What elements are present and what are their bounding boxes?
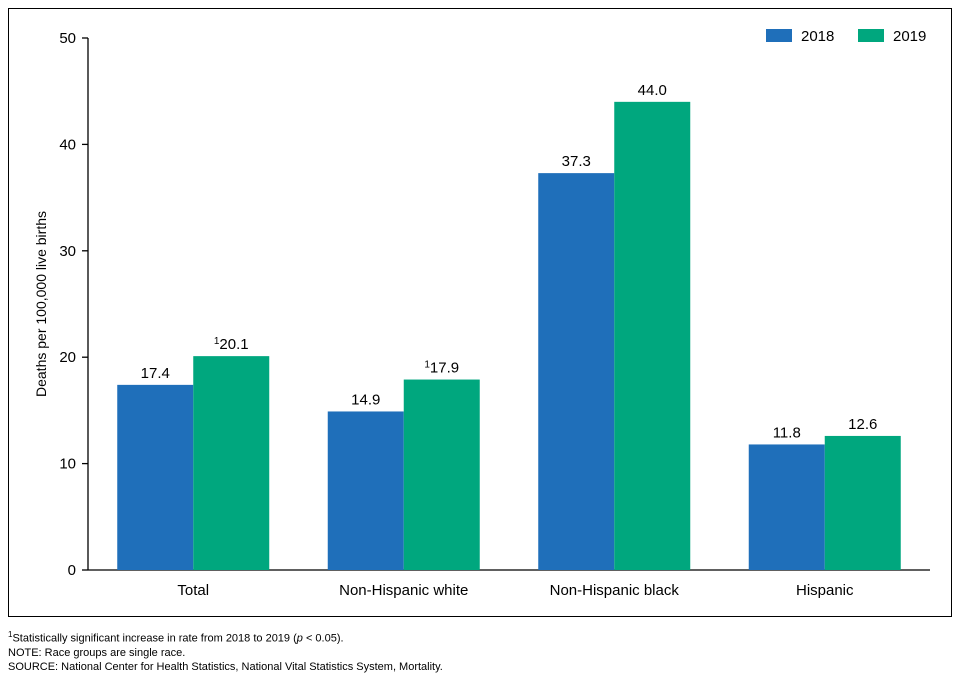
- legend-swatch-2018: [766, 29, 792, 42]
- data-label-2019-non-hispanic-white: 117.9: [424, 360, 459, 377]
- footnote-superscript: 1: [214, 336, 220, 347]
- y-tick-label: 50: [59, 30, 76, 47]
- y-axis-label: Deaths per 100,000 live births: [33, 211, 49, 397]
- data-label-2019-hispanic: 12.6: [848, 416, 877, 433]
- y-tick-label: 20: [59, 349, 76, 366]
- bar-2018-hispanic: [748, 444, 825, 570]
- footnote-mark: 1: [8, 630, 13, 639]
- bar-2019-non-hispanic-black: [614, 101, 691, 570]
- data-label-2019-total: 120.1: [214, 336, 249, 353]
- data-label-2018-total: 17.4: [141, 365, 170, 382]
- data-label-value: 20.1: [219, 336, 248, 353]
- legend-label-2019: 2019: [893, 28, 926, 45]
- footnotes: 1Statistically significant increase in r…: [8, 628, 443, 674]
- legend-label-2018: 2018: [801, 28, 834, 45]
- footnote-source: SOURCE: National Center for Health Stati…: [8, 660, 443, 673]
- footnote-significance: 1Statistically significant increase in r…: [8, 628, 443, 646]
- y-tick-label: 40: [59, 136, 76, 153]
- footnote-text-a: Statistically significant increase in ra…: [12, 632, 297, 645]
- footnote-text-b: < 0.05).: [302, 632, 344, 645]
- bar-2019-non-hispanic-white: [403, 379, 480, 570]
- bar-2019-hispanic: [824, 435, 901, 570]
- footnote-note: NOTE: Race groups are single race.: [8, 646, 186, 659]
- chart-frame: [8, 8, 952, 617]
- footnote-superscript: 1: [424, 360, 430, 371]
- legend-swatch-2019: [858, 29, 884, 42]
- data-label-2018-hispanic: 11.8: [773, 424, 801, 441]
- y-tick-label: 0: [68, 562, 76, 579]
- x-category-label: Non-Hispanic white: [339, 582, 468, 599]
- bar-2019-total: [193, 356, 270, 570]
- data-label-2018-non-hispanic-black: 37.3: [562, 153, 591, 170]
- bar-2018-non-hispanic-black: [538, 173, 615, 571]
- bar-2018-non-hispanic-white: [327, 411, 404, 570]
- data-label-2018-non-hispanic-white: 14.9: [351, 391, 380, 408]
- bar-2018-total: [117, 384, 194, 570]
- y-tick-label: 30: [59, 243, 76, 260]
- x-category-label: Hispanic: [796, 582, 854, 599]
- bar-chart: 0 10 20 30 40 50 Deaths per 100,000 live birth…: [33, 28, 930, 599]
- data-label-2019-non-hispanic-black: 44.0: [638, 82, 667, 99]
- x-category-label: Non-Hispanic black: [550, 582, 680, 599]
- data-label-value: 17.9: [430, 360, 459, 377]
- footnote-p: p: [296, 632, 303, 645]
- y-tick-label: 10: [59, 456, 76, 473]
- x-category-label: Total: [177, 582, 209, 599]
